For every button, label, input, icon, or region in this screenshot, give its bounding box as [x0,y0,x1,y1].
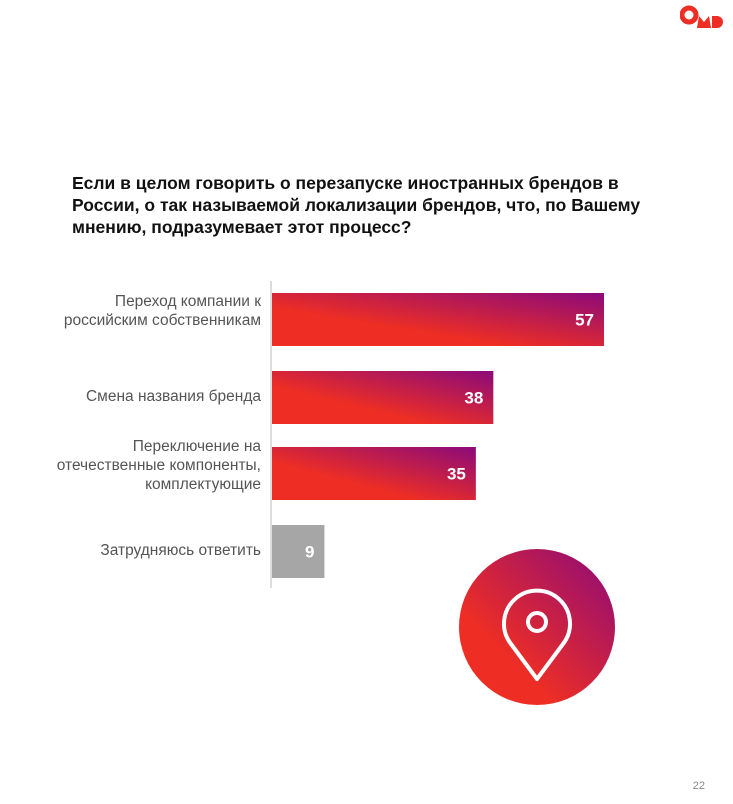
category-label: Переключение на отечественные компоненты… [56,438,261,493]
omd-logo [680,5,723,28]
question-title: Если в целом говорить о перезапуске инос… [72,173,641,237]
bar [272,447,476,500]
category-label: Переход компании к российским собственни… [63,293,261,329]
data-label: 38 [464,389,483,408]
bar [272,293,604,346]
data-label: 9 [305,543,314,562]
bar [272,525,325,578]
category-label: Смена названия бренда [85,388,261,405]
location-pin-icon [459,549,615,705]
category-label: Затрудняюсь ответить [100,542,261,559]
data-label: 35 [447,465,466,484]
bar [272,371,494,424]
data-label: 57 [575,311,594,330]
page-number: 22 [692,780,705,792]
